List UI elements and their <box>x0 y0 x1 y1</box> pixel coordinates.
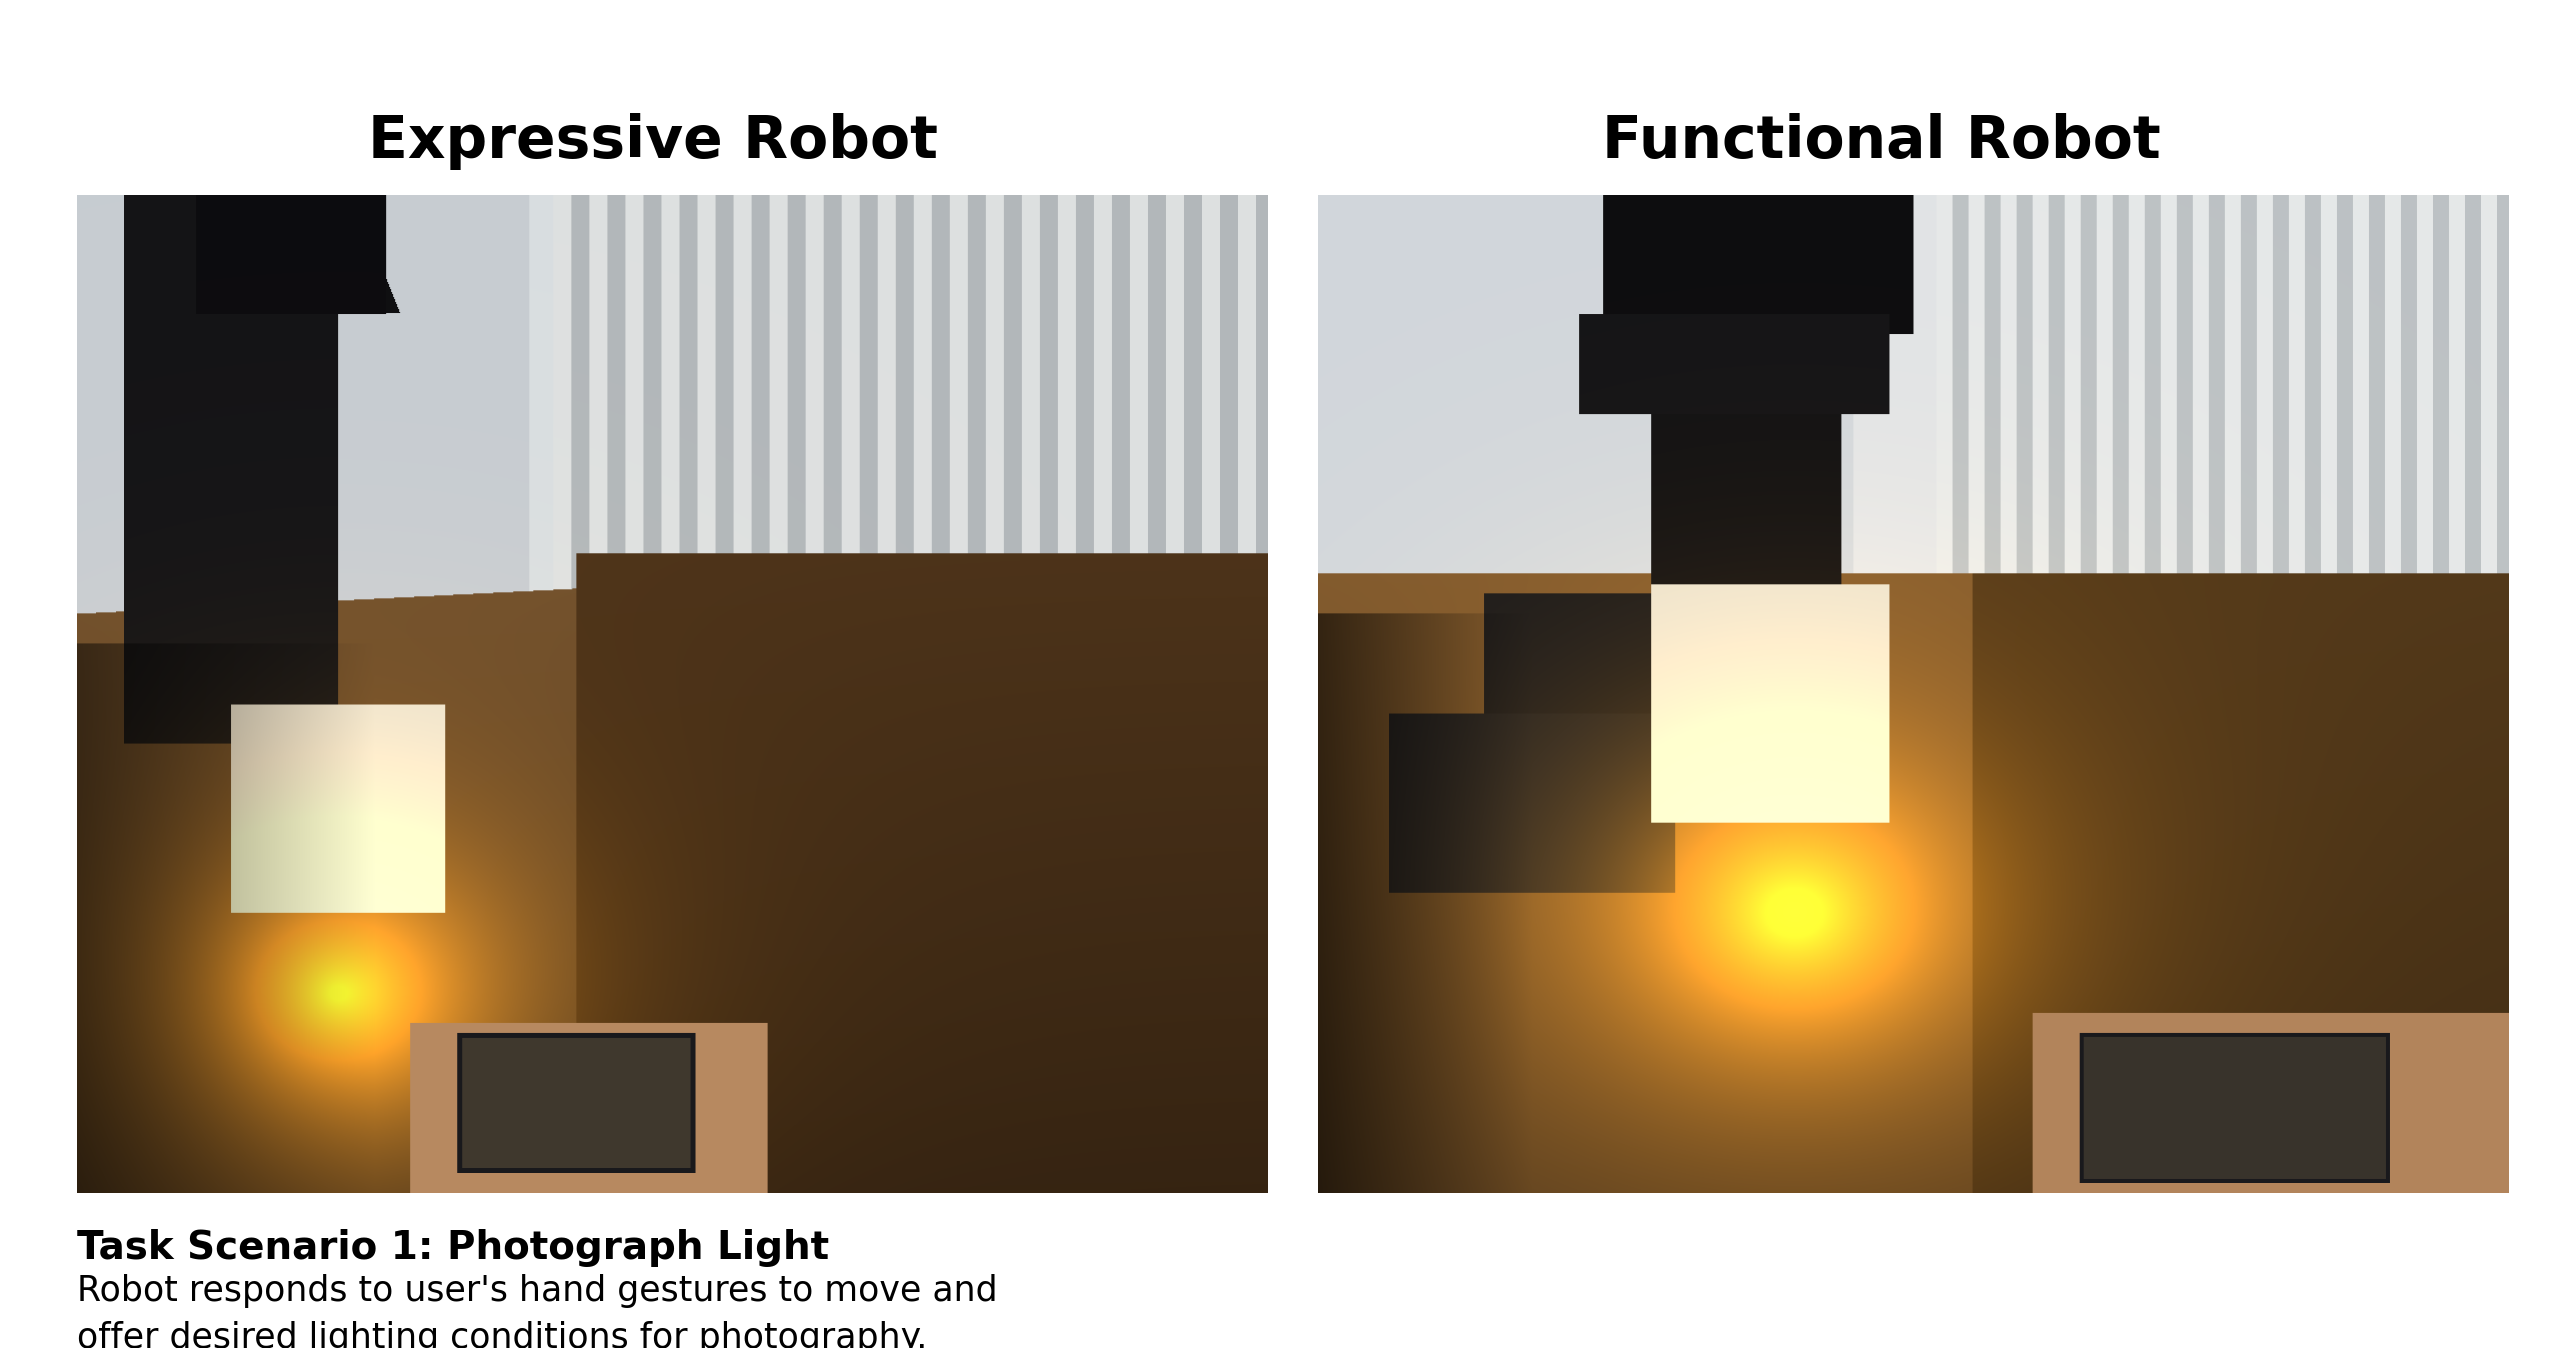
Text: Robot responds to user's hand gestures to move and
offer desired lighting condit: Robot responds to user's hand gestures t… <box>77 1274 998 1348</box>
Text: Task Scenario 1: Photograph Light: Task Scenario 1: Photograph Light <box>77 1229 829 1267</box>
Text: Functional Robot: Functional Robot <box>1603 113 2161 170</box>
Text: Expressive Robot: Expressive Robot <box>369 113 937 170</box>
